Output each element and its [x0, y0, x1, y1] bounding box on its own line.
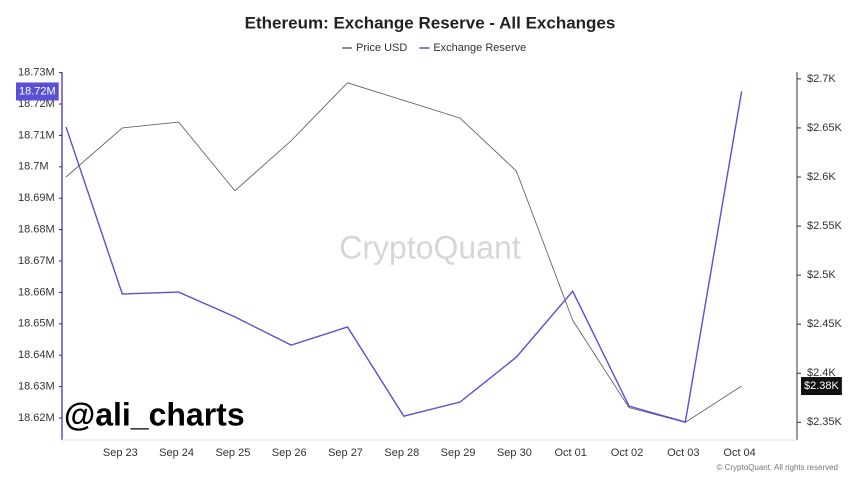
x-tick-label: Sep 23 [103, 447, 138, 459]
legend-label: Exchange Reserve [433, 42, 526, 54]
y-tick-label: 18.71M [18, 129, 55, 141]
y2-tick-label: $2.5K [807, 269, 836, 281]
x-tick-label: Sep 26 [272, 447, 307, 459]
y-tick-label: 18.69M [18, 192, 55, 204]
x-tick-label: Sep 27 [328, 447, 363, 459]
y-tick-label: 18.68M [18, 224, 55, 236]
x-tick-label: Sep 25 [215, 447, 250, 459]
y-tick-label: 18.62M [18, 412, 55, 424]
value-label-box [16, 82, 59, 101]
x-tick-label: Oct 01 [554, 447, 586, 459]
y2-tick-label: $2.6K [807, 171, 836, 183]
y-tick-label: 18.63M [18, 381, 55, 393]
y-tick-label: 18.67M [18, 255, 55, 267]
y-tick-label: 18.73M [18, 67, 55, 79]
y2-tick-label: $2.4K [807, 367, 836, 379]
signature: @ali_charts [64, 396, 245, 432]
value-label-box [801, 377, 842, 396]
y-tick-label: 18.7M [18, 161, 49, 173]
y2-tick-label: $2.35K [807, 416, 843, 428]
y-tick-label: 18.64M [18, 349, 55, 361]
value-label: 18.72M [19, 85, 56, 97]
value-label: $2.38K [804, 380, 840, 392]
legend-label: Price USD [356, 42, 407, 54]
y-tick-label: 18.66M [18, 286, 55, 298]
y2-tick-label: $2.45K [807, 318, 843, 330]
credit: © CryptoQuant. All rights reserved [717, 463, 839, 472]
y-tick-label: 18.72M [18, 98, 55, 110]
x-tick-label: Sep 24 [159, 447, 194, 459]
y2-tick-label: $2.65K [807, 122, 843, 134]
line-reserve [65, 91, 743, 423]
x-tick-label: Oct 04 [723, 447, 755, 459]
y2-tick-label: $2.55K [807, 220, 843, 232]
watermark: CryptoQuant [339, 229, 521, 265]
chart-title: Ethereum: Exchange Reserve - All Exchang… [245, 13, 616, 32]
y-tick-label: 18.65M [18, 318, 55, 330]
line-price [65, 82, 742, 423]
x-tick-label: Sep 29 [441, 447, 476, 459]
x-tick-label: Oct 03 [667, 447, 699, 459]
x-tick-label: Sep 30 [497, 447, 532, 459]
y2-tick-label: $2.7K [807, 73, 836, 85]
x-tick-label: Oct 02 [611, 447, 643, 459]
x-tick-label: Sep 28 [384, 447, 419, 459]
